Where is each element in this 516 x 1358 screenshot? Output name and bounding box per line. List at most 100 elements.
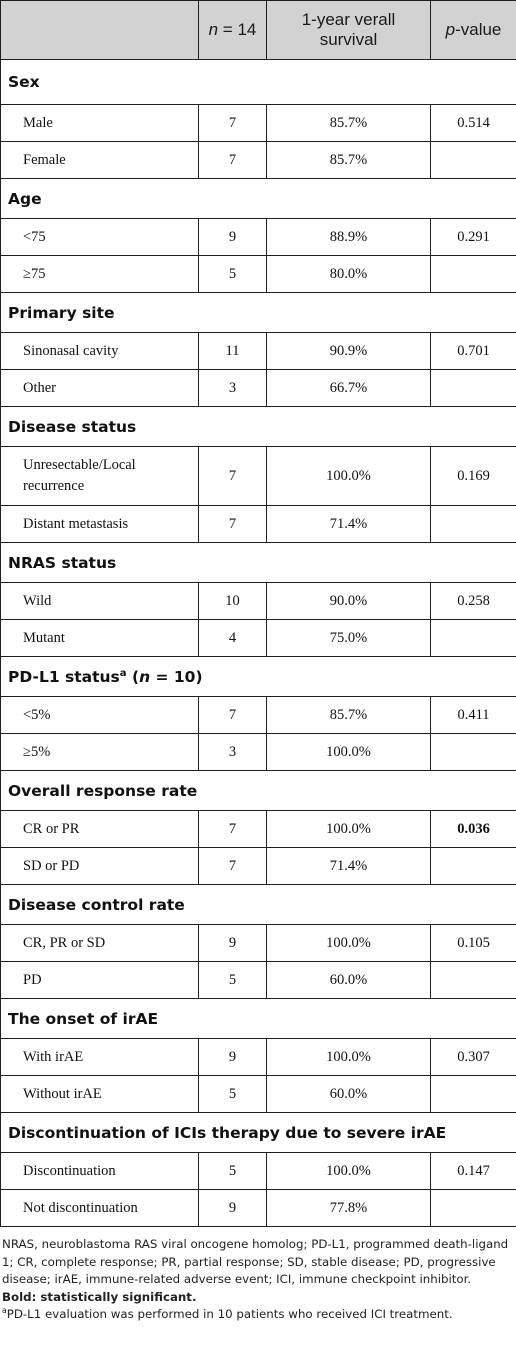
row-label: SD or PD <box>0 847 199 885</box>
row-p-value <box>430 1189 516 1227</box>
table-row: Wild 10 90.0% 0.258 <box>0 582 516 620</box>
row-survival: 85.7% <box>266 141 431 179</box>
section-title-title-n-close: = 10) <box>150 667 203 686</box>
row-label: Mutant <box>0 619 199 657</box>
row-p-value: 0.258 <box>430 582 516 620</box>
section-header-row: Primary site <box>0 292 516 333</box>
pdl1-note: aPD-L1 evaluation was performed in 10 pa… <box>2 1306 514 1324</box>
row-survival: 90.9% <box>266 332 431 370</box>
row-label: Unresectable/Local recurrence <box>0 446 199 506</box>
row-label: Female <box>0 141 199 179</box>
row-p-value <box>430 733 516 771</box>
row-n: 5 <box>198 1075 267 1113</box>
section-title: Overall response rate <box>0 770 516 811</box>
section-header-row: Age <box>0 178 516 219</box>
row-p-value <box>430 255 516 293</box>
table-row: <5% 7 85.7% 0.411 <box>0 696 516 734</box>
section-title: Disease control rate <box>0 884 516 925</box>
row-n: 7 <box>198 810 267 848</box>
row-n: 5 <box>198 961 267 999</box>
table-row: ≥5% 3 100.0% <box>0 733 516 771</box>
table-row: Not discontinuation 9 77.8% <box>0 1189 516 1227</box>
section-header-row: Discontinuation of ICIs therapy due to s… <box>0 1112 516 1153</box>
row-label: With irAE <box>0 1038 199 1076</box>
row-survival: 66.7% <box>266 369 431 407</box>
row-survival: 85.7% <box>266 104 431 142</box>
table-row: PD 5 60.0% <box>0 961 516 999</box>
section-title: Discontinuation of ICIs therapy due to s… <box>0 1112 516 1153</box>
section-title-title-n: n <box>139 667 151 686</box>
section-title: Disease status <box>0 406 516 447</box>
row-label: <75 <box>0 218 199 256</box>
row-label: Distant metastasis <box>0 505 199 543</box>
row-p-value <box>430 369 516 407</box>
row-survival: 100.0% <box>266 1152 431 1190</box>
row-n: 7 <box>198 505 267 543</box>
section-title-text: Age <box>8 189 42 208</box>
header-p-suffix: -value <box>455 20 502 39</box>
row-survival: 75.0% <box>266 619 431 657</box>
row-p-value: 0.307 <box>430 1038 516 1076</box>
row-n: 5 <box>198 1152 267 1190</box>
section-header-row: Disease status <box>0 406 516 447</box>
row-survival: 100.0% <box>266 446 431 506</box>
row-label: <5% <box>0 696 199 734</box>
row-p-value: 0.291 <box>430 218 516 256</box>
row-survival: 60.0% <box>266 961 431 999</box>
row-survival: 100.0% <box>266 1038 431 1076</box>
row-survival: 60.0% <box>266 1075 431 1113</box>
table-row: Other 3 66.7% <box>0 369 516 407</box>
header-blank <box>0 0 199 60</box>
section-title: The onset of irAE <box>0 998 516 1039</box>
section-header-row: Overall response rate <box>0 770 516 811</box>
row-label: Sinonasal cavity <box>0 332 199 370</box>
section-title-title-n-open: ( <box>126 667 140 686</box>
row-label: Male <box>0 104 199 142</box>
row-p-value: 0.701 <box>430 332 516 370</box>
row-label: ≥75 <box>0 255 199 293</box>
section-header-row: The onset of irAE <box>0 998 516 1039</box>
row-n: 9 <box>198 1038 267 1076</box>
header-row: n = 14 1-year verall survival p-value <box>0 0 516 60</box>
table-row: Unresectable/Local recurrence 7 100.0% 0.16… <box>0 446 516 506</box>
row-n: 7 <box>198 696 267 734</box>
table-row: Male 7 85.7% 0.514 <box>0 104 516 142</box>
table-body: Sex Male 7 85.7% 0.514 Female 7 85.7% Age <75 9 88.… <box>0 59 516 1227</box>
table-row: SD or PD 7 71.4% <box>0 847 516 885</box>
row-n: 10 <box>198 582 267 620</box>
header-p-value: p-value <box>430 0 516 60</box>
row-survival: 85.7% <box>266 696 431 734</box>
row-p-value <box>430 505 516 543</box>
header-n-value: = 14 <box>218 20 257 39</box>
section-header-row: NRAS status <box>0 542 516 583</box>
section-title-text: Overall response rate <box>8 781 198 800</box>
section-header-row: PD-L1 statusa (n = 10) <box>0 656 516 697</box>
section-title-text: NRAS status <box>8 553 117 572</box>
row-n: 9 <box>198 1189 267 1227</box>
row-survival: 71.4% <box>266 847 431 885</box>
section-title-text: The onset of irAE <box>8 1009 159 1028</box>
row-n: 4 <box>198 619 267 657</box>
row-p-value <box>430 961 516 999</box>
row-survival: 88.9% <box>266 218 431 256</box>
table-row: Distant metastasis 7 71.4% <box>0 505 516 543</box>
section-title-text: Discontinuation of ICIs therapy due to s… <box>8 1123 447 1142</box>
table-row: CR or PR 7 100.0% 0.036 <box>0 810 516 848</box>
row-label: Not discontinuation <box>0 1189 199 1227</box>
section-title: NRAS status <box>0 542 516 583</box>
abbreviations-note: NRAS, neuroblastoma RAS viral oncogene h… <box>2 1237 509 1286</box>
row-label: Without irAE <box>0 1075 199 1113</box>
row-label: Wild <box>0 582 199 620</box>
header-survival: 1-year verall survival <box>266 0 431 60</box>
row-p-value: 0.147 <box>430 1152 516 1190</box>
survival-table: n = 14 1-year verall survival p-value Se… <box>0 0 516 1227</box>
table-row: <75 9 88.9% 0.291 <box>0 218 516 256</box>
pdl1-footnote-marker: a <box>2 1306 7 1316</box>
table-row: Mutant 4 75.0% <box>0 619 516 657</box>
section-title-text: Disease status <box>8 417 137 436</box>
row-survival: 90.0% <box>266 582 431 620</box>
section-header-row: Sex <box>0 59 516 105</box>
row-label: ≥5% <box>0 733 199 771</box>
table-footnotes: NRAS, neuroblastoma RAS viral oncogene h… <box>2 1236 514 1324</box>
row-survival: 80.0% <box>266 255 431 293</box>
